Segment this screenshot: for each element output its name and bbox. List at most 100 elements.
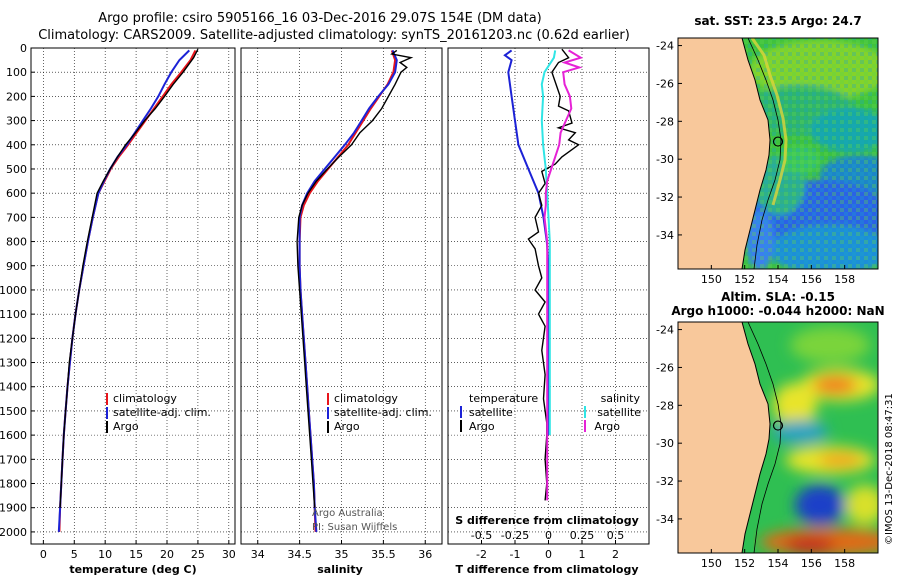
depth-tick-label: 200 <box>6 90 27 103</box>
x-tick-label: 10 <box>98 548 112 561</box>
shelf-contour <box>747 38 782 269</box>
imos-credit: ©IMOS 13-Dec-2018 08:47:31 <box>884 393 895 545</box>
depth-tick-label: 1800 <box>0 478 27 491</box>
land-mass <box>678 38 771 269</box>
difference-legend: temperature satellite Argo salinity sate… <box>460 392 641 433</box>
temperature-plot-frame <box>30 47 236 545</box>
depth-tick-label: 600 <box>6 187 27 200</box>
legend-climatology-label: climatology <box>113 392 177 405</box>
legend-satellite-label: satellite-adj. clim. <box>113 406 211 419</box>
argo-position-marker <box>772 420 784 431</box>
depth-tick-label: 300 <box>6 115 27 128</box>
depth-tick-label: 1200 <box>0 332 27 345</box>
x-tick-label: 0 <box>545 548 552 561</box>
difference-gridlines <box>448 47 649 544</box>
legend-argo-label: Argo <box>334 420 360 433</box>
salinity-difference-argo-line <box>543 49 584 501</box>
depth-tick-label: 1700 <box>0 453 27 466</box>
depth-tick-label: 0 <box>20 42 27 55</box>
legend-sal-argo-label: Argo <box>594 420 620 433</box>
x-tick-label: 5 <box>71 548 78 561</box>
top-tick-label: -0.25 <box>501 529 529 542</box>
x-tick-label: 2 <box>612 548 619 561</box>
sst-axis-ticks: 150 152 154 156 158 -24 -26 -28 -30 -32 -34 <box>656 40 855 286</box>
lat-tick-label: -24 <box>656 40 674 53</box>
lon-tick-label: 152 <box>734 273 755 286</box>
lon-tick-label: 154 <box>768 273 789 286</box>
legend-temperature-title: temperature <box>469 392 538 405</box>
lat-tick-label: -26 <box>656 361 674 374</box>
lon-tick-label: 150 <box>701 557 722 570</box>
temperature-difference-satellite-line <box>503 49 550 436</box>
salinity-difference-satellite-line <box>540 50 557 436</box>
top-tick-label: 0 <box>545 529 552 542</box>
x-tick-label: 35 <box>335 548 349 561</box>
x-tick-label: 34 <box>251 548 265 561</box>
temperature-gridlines <box>31 47 235 544</box>
lat-tick-label: -34 <box>656 229 674 242</box>
figure-title-line1: Argo profile: csiro 5905166_16 03-Dec-20… <box>98 11 542 26</box>
land-mass <box>678 322 771 553</box>
top-tick-label: 0.25 <box>570 529 595 542</box>
depth-tick-label: 1600 <box>0 429 27 442</box>
lat-tick-label: -28 <box>656 399 674 412</box>
x-tick-label: 25 <box>191 548 205 561</box>
salinity-plot-frame <box>240 47 443 545</box>
lat-tick-label: -32 <box>656 191 674 204</box>
lat-tick-label: -24 <box>656 324 674 337</box>
salinity-tick-labels: 34 34.5 35 35.5 36 <box>251 540 432 561</box>
temperature-difference-tick-labels: -2 -1 0 1 2 <box>476 540 619 561</box>
sst-map: sat. SST: 23.5 Argo: 24.7 150 152 154 156 15… <box>656 14 879 286</box>
temperature-panel: 0100200300400500600700800900100011001200… <box>0 42 236 576</box>
temperature-difference-axis-label: T difference from climatology <box>455 563 638 576</box>
x-tick-label: 0 <box>40 548 47 561</box>
sla-map: Altim. SLA: -0.15 Argo h1000: -0.044 h20… <box>656 290 885 570</box>
credit-pi: PI: Susan Wijffels <box>312 522 397 533</box>
legend-argo-label: Argo <box>113 420 139 433</box>
x-tick-label: 30 <box>222 548 236 561</box>
depth-tick-label: 500 <box>6 163 27 176</box>
depth-tick-label: 1500 <box>0 405 27 418</box>
lon-tick-label: 158 <box>834 273 855 286</box>
x-tick-label: -1 <box>510 548 521 561</box>
temperature-difference-argo-line <box>527 48 580 501</box>
lon-tick-label: 150 <box>701 273 722 286</box>
salinity-difference-tick-labels: -0.5 -0.25 0 0.25 0.5 <box>471 529 624 542</box>
salinity-difference-axis-label: S difference from climatology <box>455 514 639 527</box>
sla-map-subtitle: Argo h1000: -0.044 h2000: NaN <box>671 304 884 318</box>
depth-tick-label: 100 <box>6 66 27 79</box>
x-tick-label: 35.5 <box>371 548 396 561</box>
sla-map-title: Altim. SLA: -0.15 <box>721 290 835 304</box>
depth-tick-label: 1100 <box>0 308 27 321</box>
sla-field <box>678 322 878 553</box>
salinity-legend: climatology satellite-adj. clim. Argo <box>327 392 432 433</box>
sla-axis-ticks: 150 152 154 156 158 -24 -26 -28 -30 -32 -34 <box>656 324 855 570</box>
depth-tick-label: 1900 <box>0 502 27 515</box>
lat-tick-label: -32 <box>656 475 674 488</box>
x-tick-label: 1 <box>579 548 586 561</box>
sst-map-title: sat. SST: 23.5 Argo: 24.7 <box>694 14 861 28</box>
depth-tick-label: 800 <box>6 236 27 249</box>
depth-tick-label: 2000 <box>0 526 27 539</box>
depth-tick-label: 1400 <box>0 381 27 394</box>
x-tick-label: 20 <box>160 548 174 561</box>
salinity-gridlines <box>241 47 442 544</box>
difference-panel: -2 -1 0 1 2 -0.5 -0.25 0 0.25 0.5 temperature sa… <box>447 47 650 576</box>
lat-tick-label: -26 <box>656 77 674 90</box>
top-tick-label: -0.5 <box>471 529 492 542</box>
shelf-contour <box>747 322 782 553</box>
depth-tick-label: 700 <box>6 211 27 224</box>
sst-field <box>678 38 878 269</box>
salinity-panel: 34 34.5 35 35.5 36 salinity climatology sate… <box>240 47 443 576</box>
legend-temp-satellite-label: satellite <box>469 406 513 419</box>
temperature-tick-labels: 0 5 10 15 20 25 30 <box>40 540 236 561</box>
depth-tick-label: 1000 <box>0 284 27 297</box>
legend-salinity-title: salinity <box>601 392 641 405</box>
lon-tick-label: 152 <box>734 557 755 570</box>
legend-climatology-label: climatology <box>334 392 398 405</box>
legend-temp-argo-label: Argo <box>469 420 495 433</box>
temperature-legend: climatology satellite-adj. clim. Argo <box>106 392 211 433</box>
lat-tick-label: -28 <box>656 115 674 128</box>
legend-satellite-label: satellite-adj. clim. <box>334 406 432 419</box>
